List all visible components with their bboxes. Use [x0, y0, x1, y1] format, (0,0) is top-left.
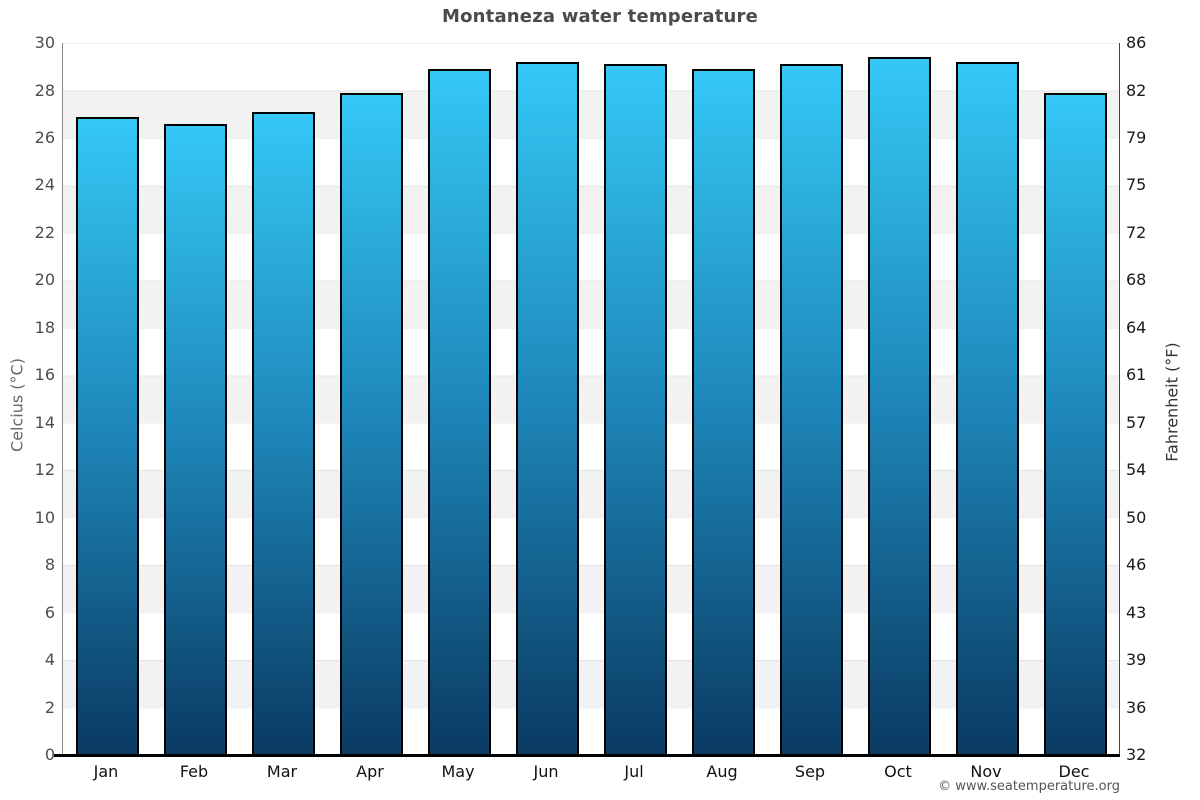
- celsius-tick-label: 6: [44, 602, 55, 622]
- celsius-tick-label: 28: [34, 80, 55, 100]
- month-label-may: May: [441, 762, 475, 781]
- bar-mar: [251, 111, 315, 755]
- plot-area: [62, 43, 1120, 755]
- fahrenheit-tick-label: 46: [1126, 555, 1147, 575]
- fahrenheit-tick-label: 75: [1126, 175, 1147, 195]
- fahrenheit-tick-label: 57: [1126, 412, 1147, 432]
- celsius-tick-label: 20: [34, 270, 55, 290]
- fahrenheit-tick-label: 86: [1126, 33, 1147, 52]
- fahrenheit-tick-label: 68: [1126, 270, 1147, 290]
- celsius-tick-label: 8: [44, 555, 55, 575]
- month-label-jan: Jan: [93, 762, 119, 781]
- month-label-sep: Sep: [794, 762, 826, 781]
- month-label-dec: Dec: [1058, 762, 1090, 781]
- bar-may: [427, 69, 491, 755]
- month-label-aug: Aug: [706, 762, 738, 781]
- bar-nov: [955, 62, 1019, 755]
- month-axis: Jan Feb Mar Apr May Jun Jul Aug Sep Oct Nov Dec: [62, 762, 1118, 781]
- bar-aug: [691, 69, 755, 755]
- fahrenheit-tick-label: 50: [1126, 507, 1147, 527]
- celsius-tick-label: 12: [34, 460, 55, 480]
- celsius-tick-label: 2: [44, 697, 55, 717]
- fahrenheit-tick-label: 64: [1126, 317, 1147, 337]
- copyright: © www.seatemperature.org: [938, 779, 1120, 794]
- fahrenheit-tick-label: 32: [1126, 745, 1147, 764]
- celsius-tick-label: 0: [44, 745, 55, 764]
- celsius-tick-label: 4: [44, 650, 55, 670]
- bar-series: [63, 43, 1119, 755]
- fahrenheit-tick-label: 79: [1126, 127, 1147, 147]
- month-label-apr: Apr: [356, 762, 384, 781]
- fahrenheit-tick-label: 54: [1126, 460, 1147, 480]
- fahrenheit-tick-label: 43: [1126, 602, 1147, 622]
- chart-title: Montaneza water temperature: [441, 6, 759, 27]
- copyright-link[interactable]: © www.seatemperature.org: [938, 779, 1120, 794]
- bar-dec: [1043, 92, 1107, 755]
- bar-feb: [163, 123, 227, 755]
- celsius-tick-label: 24: [34, 175, 55, 195]
- bar-jul: [603, 64, 667, 755]
- fahrenheit-tick-label: 72: [1126, 222, 1147, 242]
- celsius-tick-label: 14: [34, 412, 55, 432]
- celsius-tick-label: 16: [34, 365, 55, 385]
- month-label-jun: Jun: [533, 762, 559, 781]
- bar-jan: [75, 116, 139, 755]
- bar-apr: [339, 92, 403, 755]
- month-label-jul: Jul: [624, 762, 644, 781]
- celsius-axis-title: Celcius (°C): [7, 358, 27, 452]
- month-label-mar: Mar: [266, 762, 298, 781]
- bar-jun: [515, 62, 579, 755]
- month-label-feb: Feb: [179, 762, 209, 781]
- fahrenheit-tick-label: 39: [1126, 650, 1147, 670]
- celsius-tick-label: 30: [34, 33, 55, 52]
- bar-sep: [779, 64, 843, 755]
- celsius-tick-label: 10: [34, 507, 55, 527]
- month-label-nov: Nov: [970, 762, 1002, 781]
- celsius-tick-label: 18: [34, 317, 55, 337]
- celsius-tick-label: 26: [34, 127, 55, 147]
- fahrenheit-tick-label: 61: [1126, 365, 1147, 385]
- fahrenheit-tick-label: 36: [1126, 697, 1147, 717]
- x-axis-line: [54, 754, 1120, 757]
- month-label-oct: Oct: [884, 762, 912, 781]
- celsius-tick-label: 22: [34, 222, 55, 242]
- bar-oct: [867, 57, 931, 755]
- fahrenheit-axis-title: Fahrenheit (°F): [1162, 342, 1182, 462]
- fahrenheit-tick-label: 82: [1126, 80, 1147, 100]
